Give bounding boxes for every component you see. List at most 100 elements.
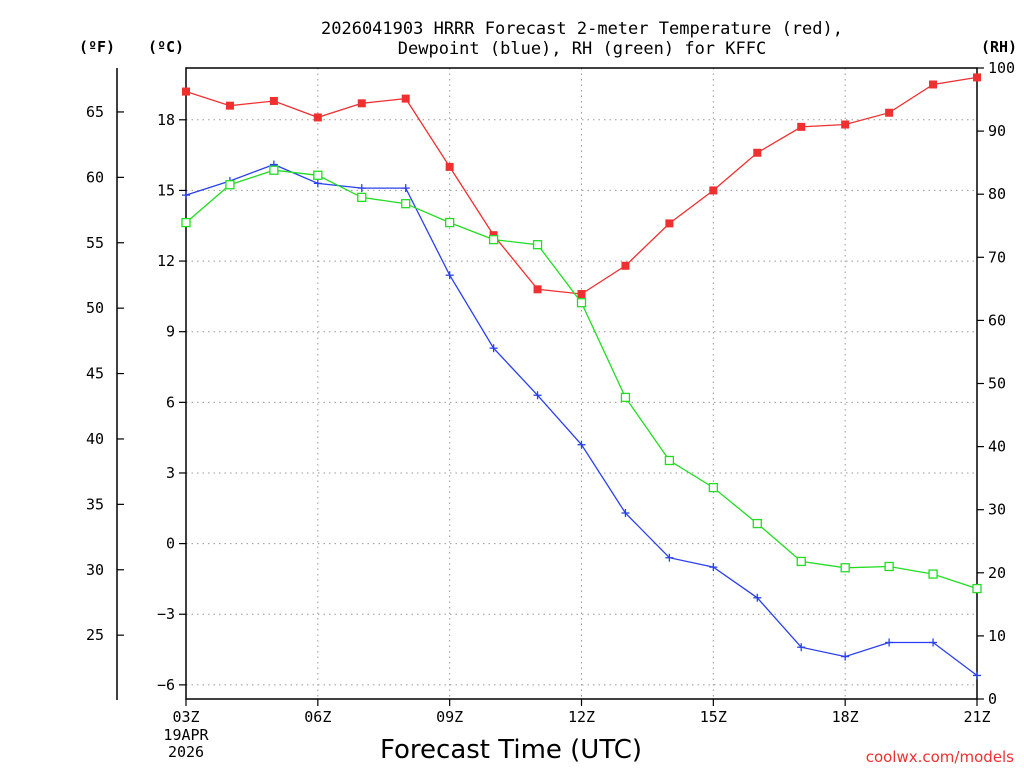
dewpoint-point <box>973 671 981 680</box>
rh-point <box>840 563 850 573</box>
rh-point <box>620 392 631 403</box>
temperature-point <box>225 101 234 110</box>
fahrenheit-tick-label: 65 <box>86 103 104 121</box>
rh-point <box>269 165 279 175</box>
celsius-tick-label: 3 <box>166 464 175 482</box>
rh-point <box>181 217 191 228</box>
rh-point <box>488 234 499 245</box>
temperature-point <box>357 99 366 108</box>
dewpoint-point <box>841 652 850 661</box>
celsius-unit-label: (ºC) <box>148 38 184 56</box>
dewpoint-point <box>313 179 322 188</box>
rh-tick-label: 90 <box>988 122 1006 140</box>
time-tick-label: 06Z <box>304 708 331 726</box>
celsius-tick-label: 9 <box>166 323 175 341</box>
dewpoint-point <box>929 638 938 647</box>
temperature-point <box>313 113 322 122</box>
rh-unit-label: (RH) <box>981 38 1017 56</box>
time-tick-label: 15Z <box>700 708 727 726</box>
chart-title-line1: 2026041903 HRRR Forecast 2-meter Tempera… <box>321 19 843 39</box>
temperature-point <box>621 261 630 270</box>
dewpoint-point <box>621 508 630 517</box>
rh-point <box>884 561 894 572</box>
fahrenheit-unit-label: (ºF) <box>79 38 115 56</box>
celsius-tick-label: 12 <box>157 252 175 270</box>
rh-tick-label: 30 <box>988 501 1006 519</box>
fahrenheit-tick-label: 50 <box>86 299 104 317</box>
dewpoint-point <box>445 271 454 280</box>
rh-point <box>708 482 718 493</box>
temperature-point <box>841 120 850 129</box>
celsius-tick-label: 6 <box>166 393 175 411</box>
celsius-tick-label: 15 <box>157 181 175 199</box>
rh-point <box>313 170 323 180</box>
dewpoint-point <box>533 391 542 400</box>
fahrenheit-tick-label: 30 <box>86 561 104 579</box>
time-tick-label: 03Z <box>172 708 199 726</box>
celsius-tick-label: −3 <box>157 605 175 623</box>
temperature-point <box>885 108 894 117</box>
temperature-point <box>269 96 278 105</box>
date-label-year: 2026 <box>168 743 204 761</box>
dewpoint-point <box>489 344 498 353</box>
rh-point <box>401 199 411 209</box>
rh-tick-label: 80 <box>988 185 1006 203</box>
rh-point <box>664 455 675 466</box>
rh-point <box>576 298 587 308</box>
celsius-tick-label: 0 <box>166 535 175 553</box>
temperature-point <box>929 80 938 89</box>
dewpoint-point <box>401 184 410 193</box>
temperature-point <box>401 94 410 103</box>
celsius-tick-label: 18 <box>157 111 175 129</box>
series-layer <box>181 73 982 680</box>
fahrenheit-tick-label: 35 <box>86 495 104 513</box>
dewpoint-point <box>357 184 366 193</box>
rh-point <box>752 518 762 529</box>
temperature-point <box>182 87 190 96</box>
rh-point <box>445 217 455 228</box>
temperature-point <box>753 148 762 157</box>
rh-point <box>225 180 235 190</box>
rh-point <box>928 569 938 579</box>
fahrenheit-tick-label: 25 <box>86 626 104 644</box>
rh-tick-label: 10 <box>988 627 1006 645</box>
temperature-point <box>577 290 586 299</box>
temperature-point <box>797 122 806 131</box>
dewpoint-point <box>753 593 762 602</box>
date-label-day: 19APR <box>163 726 209 744</box>
rh-tick-label: 40 <box>988 438 1006 456</box>
time-tick-label: 12Z <box>568 708 595 726</box>
fahrenheit-tick-label: 45 <box>86 365 104 383</box>
credit-text: coolwx.com/models <box>866 748 1014 766</box>
dewpoint-point <box>709 563 718 572</box>
rh-tick-label: 50 <box>988 375 1006 393</box>
rh-point <box>532 240 543 250</box>
dewpoint-point <box>182 191 190 200</box>
dewpoint-point <box>665 553 674 562</box>
chart-title-line2: Dewpoint (blue), RH (green) for KFFC <box>398 39 766 59</box>
rh-tick-label: 20 <box>988 564 1006 582</box>
rh-tick-label: 60 <box>988 311 1006 329</box>
rh-point <box>357 192 367 203</box>
grid-lines <box>186 68 977 699</box>
fahrenheit-tick-label: 60 <box>86 168 104 186</box>
temperature-point <box>665 219 674 228</box>
rh-point <box>972 583 982 594</box>
x-axis-title: Forecast Time (UTC) <box>380 735 642 765</box>
time-tick-label: 18Z <box>832 708 859 726</box>
axis-ticks: −6 −3 0 3 6 9 12 15 18 25 30 35 40 45 50 55 60 65 0 10 20 30 4… <box>86 59 1015 726</box>
rh-tick-label: 0 <box>988 690 997 708</box>
temperature-point <box>973 73 981 82</box>
dewpoint-point <box>797 643 806 652</box>
time-tick-label: 21Z <box>963 708 990 726</box>
temperature-point <box>533 285 542 294</box>
temperature-point <box>709 186 718 195</box>
temperature-point <box>445 162 454 171</box>
time-tick-label: 09Z <box>436 708 463 726</box>
dewpoint-point <box>577 440 586 449</box>
rh-tick-label: 70 <box>988 248 1006 266</box>
fahrenheit-tick-label: 40 <box>86 430 104 448</box>
rh-point <box>796 556 806 567</box>
rh-tick-label: 100 <box>988 59 1015 77</box>
